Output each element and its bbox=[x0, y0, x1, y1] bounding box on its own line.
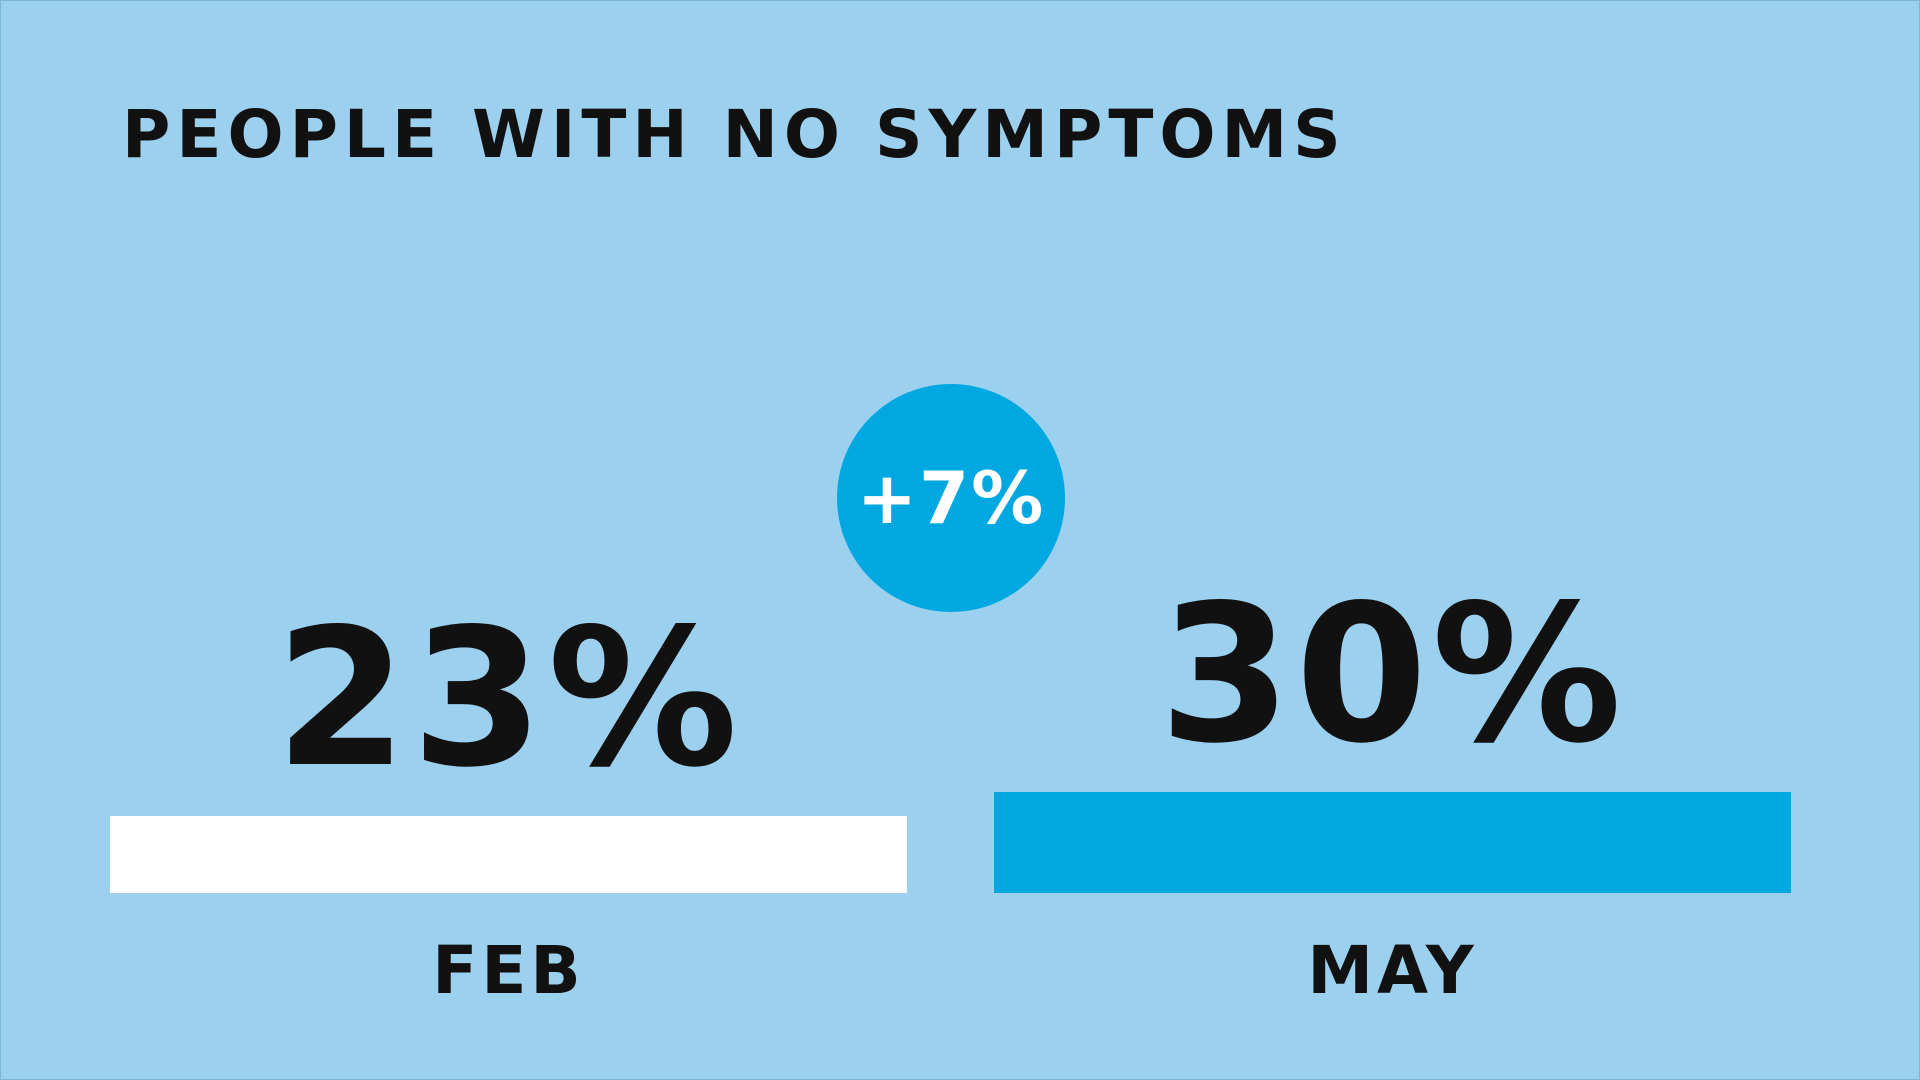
category-label-feb: FEB bbox=[432, 932, 585, 1009]
category-label-may: MAY bbox=[1307, 932, 1478, 1009]
value-label-feb: 23% bbox=[275, 588, 742, 809]
value-label-may: 30% bbox=[1159, 564, 1626, 785]
chart-title: PEOPLE WITH NO SYMPTOMS bbox=[122, 96, 1347, 173]
change-badge-text: +7% bbox=[856, 456, 1046, 540]
bar-may bbox=[994, 792, 1791, 893]
change-badge: +7% bbox=[837, 384, 1065, 612]
bar-feb bbox=[110, 816, 907, 893]
